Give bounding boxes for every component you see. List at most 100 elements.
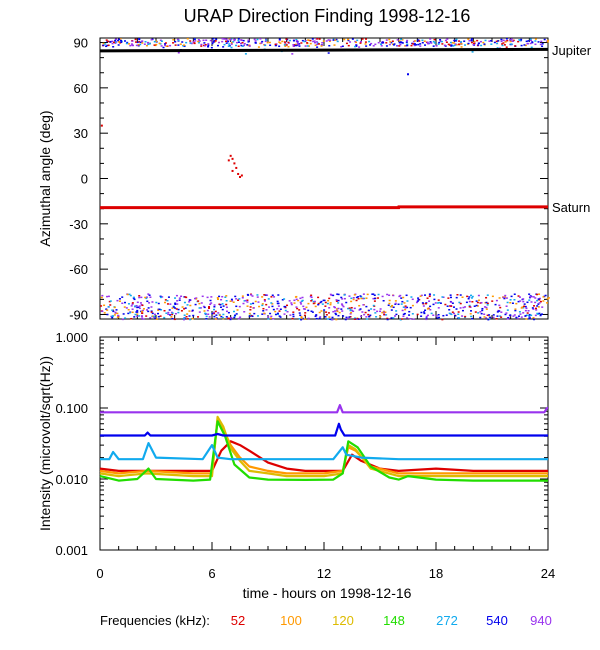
noise-dot <box>360 297 363 300</box>
noise-dot <box>313 300 316 303</box>
noise-dot <box>425 318 428 321</box>
noise-dot <box>385 39 388 41</box>
noise-dot <box>473 305 476 307</box>
noise-dot <box>487 318 490 321</box>
noise-dot <box>272 318 275 320</box>
noise-dot <box>139 43 142 46</box>
noise-dot <box>105 39 108 41</box>
noise-dot <box>454 43 457 45</box>
noise-dot <box>159 315 162 317</box>
noise-dot <box>428 293 431 295</box>
noise-dot <box>539 43 542 46</box>
noise-dot <box>233 310 236 313</box>
y-tick-label: 1.000 <box>55 330 88 345</box>
noise-dot <box>471 301 474 303</box>
noise-dot <box>433 294 436 296</box>
noise-dot <box>223 43 226 46</box>
noise-dot <box>125 307 128 309</box>
noise-dot <box>412 318 415 320</box>
noise-dot <box>326 302 329 305</box>
noise-dot <box>514 45 517 47</box>
noise-dot <box>445 41 448 43</box>
noise-dot <box>401 42 404 44</box>
noise-dot <box>143 43 146 45</box>
noise-dot <box>148 294 151 296</box>
noise-dot <box>430 312 433 315</box>
noise-dot <box>314 305 317 308</box>
noise-dot <box>533 305 536 307</box>
noise-dot <box>228 43 231 45</box>
noise-dot <box>230 298 233 301</box>
noise-dot <box>488 40 491 42</box>
noise-dot <box>292 315 295 318</box>
noise-dot <box>438 41 441 44</box>
noise-dot <box>504 41 507 43</box>
noise-dot <box>365 316 368 318</box>
noise-dot <box>297 299 300 302</box>
noise-dot <box>541 43 544 45</box>
noise-dot <box>460 46 463 48</box>
noise-dot <box>486 314 489 317</box>
noise-dot <box>446 305 449 307</box>
noise-dot <box>525 307 528 310</box>
noise-dot <box>175 308 178 310</box>
noise-dot <box>193 42 196 44</box>
noise-dot <box>310 294 313 297</box>
noise-dot <box>451 311 454 313</box>
noise-dot <box>160 40 163 42</box>
noise-dot <box>529 38 532 40</box>
noise-dot <box>375 316 378 318</box>
noise-dot <box>452 306 455 308</box>
noise-dot <box>349 313 352 315</box>
noise-dot <box>419 45 422 47</box>
noise-dot <box>183 308 186 310</box>
noise-dot <box>296 40 299 42</box>
noise-dot <box>269 317 272 319</box>
noise-dot <box>150 310 153 312</box>
noise-dot <box>264 40 267 43</box>
noise-dot <box>311 38 314 40</box>
y-tick-label: 0.100 <box>55 401 88 416</box>
noise-dot <box>281 40 284 43</box>
noise-dot <box>291 53 294 55</box>
noise-dot <box>411 298 414 301</box>
noise-dot <box>421 39 424 42</box>
noise-dot <box>458 301 461 304</box>
series-540-line <box>100 422 548 437</box>
noise-dot <box>403 302 406 304</box>
noise-dot <box>505 38 508 40</box>
x-tick-label: 6 <box>208 566 215 581</box>
noise-dot <box>314 44 317 46</box>
noise-dot <box>144 41 147 43</box>
noise-dot <box>293 302 296 304</box>
noise-dot <box>313 302 316 304</box>
noise-dot <box>341 310 344 312</box>
noise-dot <box>500 40 503 43</box>
noise-dot <box>458 40 461 42</box>
noise-dot <box>112 310 115 313</box>
series-52-point <box>229 154 232 157</box>
noise-dot <box>281 299 284 301</box>
noise-dot <box>144 296 147 299</box>
noise-dot <box>242 302 245 305</box>
noise-dot <box>317 303 320 306</box>
noise-dot <box>292 39 295 42</box>
noise-dot <box>506 301 509 304</box>
noise-dot <box>256 315 259 317</box>
noise-dot <box>201 295 204 298</box>
noise-dot <box>392 294 395 297</box>
noise-dot <box>436 302 439 304</box>
noise-dot <box>133 298 136 301</box>
noise-dot <box>370 42 373 45</box>
noise-dot <box>359 308 362 310</box>
noise-dot <box>136 306 139 309</box>
noise-dot <box>287 41 290 44</box>
noise-dot <box>149 317 152 319</box>
noise-dot <box>424 294 427 296</box>
noise-dot <box>295 306 298 308</box>
noise-dot <box>534 314 537 317</box>
noise-dot <box>335 308 338 310</box>
noise-dot <box>279 42 282 44</box>
noise-dot <box>297 44 300 46</box>
noise-dot <box>127 308 130 311</box>
